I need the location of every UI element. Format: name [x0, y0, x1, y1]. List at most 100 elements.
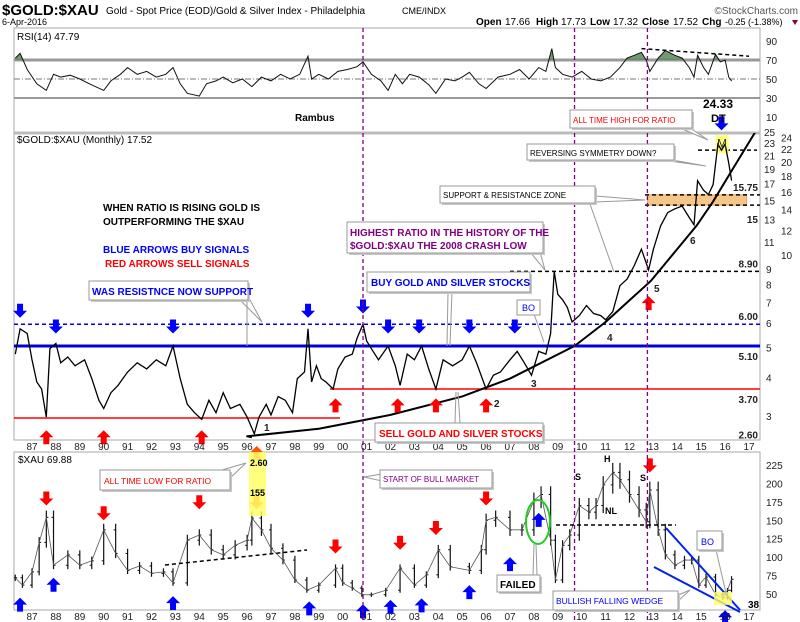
- ratio-ytick: 16: [781, 188, 793, 199]
- xau-bar-link: [270, 547, 284, 561]
- level-label: 6.00: [739, 312, 759, 323]
- buy-arrow-icon: [531, 512, 546, 527]
- rsi-overbought-fill: [15, 48, 732, 60]
- xau-ytick: 50: [766, 590, 778, 601]
- callout-resistance: WAS RESISTNCE NOW SUPPORT: [88, 280, 263, 346]
- ratio-ytick: 23: [764, 139, 776, 150]
- ratio-ytick: 8: [766, 281, 772, 292]
- level-label: 15: [747, 215, 759, 226]
- xau-bar-link: [22, 571, 33, 586]
- level-label: 3.70: [739, 395, 759, 406]
- xau-bar-link: [649, 489, 659, 530]
- ratio-xtick: 01: [361, 442, 373, 453]
- buy-arrow-icon: [414, 598, 429, 613]
- xau-bar-link: [67, 554, 81, 566]
- buy-arrow-icon: [462, 585, 477, 600]
- xau-xtick: 07: [504, 612, 516, 622]
- callout-bo-main-text: BO: [522, 303, 535, 313]
- hs-left-shoulder-label: S: [575, 472, 581, 482]
- ratio-xtick: 16: [720, 442, 732, 453]
- ratio-ytick: 4: [766, 374, 772, 385]
- xau-bar-link: [53, 554, 69, 566]
- rsi-title: RSI(14) 47.79: [17, 32, 80, 43]
- ratio-xtick: 90: [98, 442, 110, 453]
- sell-arrow-icon: [479, 491, 494, 506]
- xau-bar-link: [222, 545, 236, 556]
- xau-bar-link: [579, 505, 590, 513]
- xau-bar-link: [14, 577, 23, 586]
- ratio-ytick: 19: [764, 165, 776, 176]
- xau-plot: [14, 462, 734, 600]
- xau-xtick: 87: [26, 612, 38, 622]
- ratio-ytick: 20: [781, 158, 793, 169]
- wave-point-label: 5: [654, 284, 660, 295]
- callout-buy-stocks: BUY GOLD AND SILVER STOCKS: [366, 271, 532, 347]
- xau-bar-link: [234, 539, 248, 546]
- xau-peak-label: 155: [250, 488, 265, 498]
- buy-arrow-icon: [166, 596, 181, 611]
- ratio-low-label: 2.60: [250, 458, 268, 468]
- xau-xtick: 92: [146, 612, 158, 622]
- xau-xtick: 90: [98, 612, 110, 622]
- xau-xtick: 17: [743, 612, 755, 622]
- buy-arrow-icon: [503, 557, 517, 572]
- xau-bar-link: [342, 582, 353, 589]
- xau-bar-link: [555, 545, 563, 581]
- xau-bar-link: [588, 505, 597, 513]
- buy-arrow-icon: [507, 319, 522, 334]
- xau-bar-link: [45, 517, 54, 566]
- xau-xtick: 00: [337, 612, 349, 622]
- sell-arrow-icon: [390, 398, 405, 413]
- xau-ytick: 175: [766, 498, 783, 509]
- rsi-trendline: [641, 47, 750, 57]
- ratio-ytick: 14: [781, 206, 793, 217]
- xau-bar-link: [306, 584, 319, 591]
- callout-failed-text: FAILED: [500, 580, 536, 591]
- sell-arrow-icon: [96, 506, 111, 521]
- xau-bar-link: [550, 540, 556, 581]
- high-label: High: [536, 17, 558, 28]
- buy-arrow-icon: [381, 319, 396, 334]
- wave-point-label: 3: [531, 379, 537, 390]
- sell-arrow-icon: [328, 539, 343, 554]
- wave-point-label: 1: [264, 423, 270, 434]
- ratio-ytick: 24: [781, 133, 793, 144]
- xau-xtick: 91: [122, 612, 134, 622]
- buy-arrow-icon: [412, 319, 427, 334]
- red-arrows-note: RED ARROWS SELL SIGNALS: [105, 259, 250, 270]
- ratio-xtick: 99: [313, 442, 325, 453]
- ratio-title: $GOLD:$XAU (Monthly) 17.52: [17, 135, 152, 146]
- xau-bar-link: [151, 571, 164, 574]
- xau-bar-link: [727, 579, 732, 591]
- wave-point-label: 6: [690, 236, 696, 247]
- ratio-xtick: 89: [74, 442, 86, 453]
- xau-bar-link: [425, 549, 439, 575]
- xau-xtick: 08: [528, 612, 540, 622]
- xau-xtick: 89: [74, 612, 86, 622]
- chg-value: -0.25 (-1.38%): [725, 17, 783, 27]
- xau-bar-link: [352, 587, 363, 596]
- xau-bar-link: [198, 534, 212, 551]
- callout-sell-stocks: SELL GOLD AND SILVER STOCKS: [374, 391, 545, 444]
- xau-xtick: 11: [600, 612, 611, 622]
- xau-xtick: 88: [50, 612, 62, 622]
- xau-xtick: 99: [313, 612, 325, 622]
- xau-trendline: [164, 549, 308, 566]
- xau-xtick: 16: [720, 612, 732, 622]
- callout-wedge-text: BULLISH FALLING WEDGE: [556, 596, 664, 606]
- callout-reversing: REVERSING SYMMETRY DOWN?: [526, 143, 707, 167]
- callout-highest-ratio: HIGHEST RATIO IN THE HISTORY OF THE $GOL…: [346, 221, 549, 271]
- sell-arrow-icon: [39, 430, 54, 445]
- copyright[interactable]: ©StockCharts.com: [714, 6, 798, 17]
- xau-bar-link: [638, 509, 647, 522]
- ohlc-readout: Open 17.66 High 17.73 Low 17.32 Close 17…: [476, 17, 783, 28]
- buy-arrow-icon: [13, 597, 28, 612]
- sell-arrow-icon: [39, 491, 54, 506]
- blue-arrows-note: BLUE ARROWS BUY SIGNALS: [103, 245, 249, 256]
- xau-bar-link: [674, 559, 685, 566]
- xau-xtick: 96: [242, 612, 254, 622]
- sell-arrow-icon: [479, 398, 494, 413]
- xau-bar-link: [533, 494, 542, 501]
- xau-ytick: 100: [766, 553, 783, 564]
